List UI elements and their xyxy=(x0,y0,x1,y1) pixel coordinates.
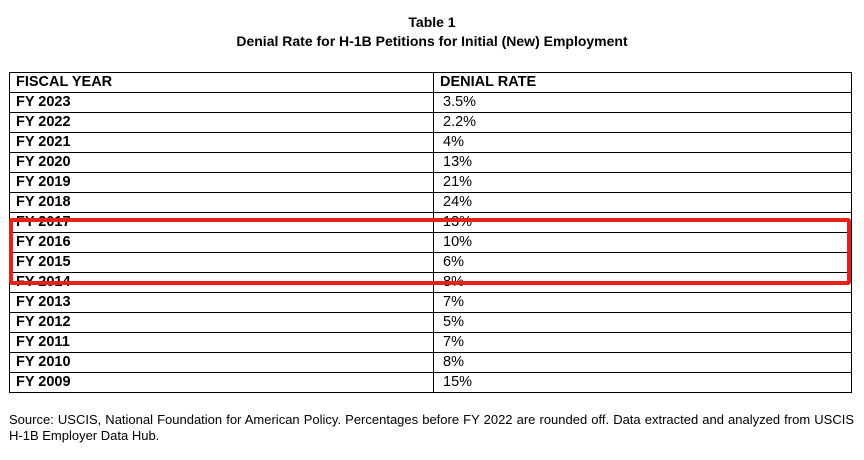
denial-rate-cell: 8% xyxy=(433,352,852,373)
fiscal-year-cell: FY 2023 xyxy=(9,92,434,113)
source-note: Source: USCIS, National Foundation for A… xyxy=(9,412,854,443)
table-row: FY 2009 15% xyxy=(9,372,852,393)
fiscal-year-cell: FY 2015 xyxy=(9,252,434,273)
denial-rate-cell: 21% xyxy=(433,172,852,193)
fiscal-year-cell: FY 2020 xyxy=(9,152,434,173)
denial-rate-cell: 3.5% xyxy=(433,92,852,113)
denial-rate-cell: 13% xyxy=(433,152,852,173)
denial-rate-cell: 5% xyxy=(433,312,852,333)
fiscal-year-cell: FY 2016 xyxy=(9,232,434,253)
header-denial-rate: DENIAL RATE xyxy=(433,72,852,93)
header-fiscal-year: FISCAL YEAR xyxy=(9,72,434,93)
fiscal-year-cell: FY 2012 xyxy=(9,312,434,333)
denial-rate-cell: 24% xyxy=(433,192,852,213)
fiscal-year-cell: FY 2010 xyxy=(9,352,434,373)
table-row: FY 2010 8% xyxy=(9,352,852,373)
fiscal-year-cell: FY 2011 xyxy=(9,332,434,353)
fiscal-year-cell: FY 2019 xyxy=(9,172,434,193)
fiscal-year-cell: FY 2013 xyxy=(9,292,434,313)
denial-rate-table: FISCAL YEAR DENIAL RATE FY 2023 3.5% FY … xyxy=(9,72,852,393)
denial-rate-cell: 15% xyxy=(433,372,852,393)
fiscal-year-cell: FY 2022 xyxy=(9,112,434,133)
table-row: FY 2014 8% xyxy=(9,272,852,293)
fiscal-year-cell: FY 2018 xyxy=(9,192,434,213)
denial-rate-cell: 8% xyxy=(433,272,852,293)
table-row: FY 2017 13% xyxy=(9,212,852,233)
table-row: FY 2015 6% xyxy=(9,252,852,273)
table-row: FY 2016 10% xyxy=(9,232,852,253)
table-row: FY 2011 7% xyxy=(9,332,852,353)
fiscal-year-cell: FY 2009 xyxy=(9,372,434,393)
fiscal-year-cell: FY 2014 xyxy=(9,272,434,293)
denial-rate-table-container: FISCAL YEAR DENIAL RATE FY 2023 3.5% FY … xyxy=(9,72,852,393)
fiscal-year-cell: FY 2017 xyxy=(9,212,434,233)
table-row: FY 2013 7% xyxy=(9,292,852,313)
table-title: Denial Rate for H-1B Petitions for Initi… xyxy=(236,33,628,49)
denial-rate-cell: 6% xyxy=(433,252,852,273)
table-row: FY 2023 3.5% xyxy=(9,92,852,113)
table-row: FY 2019 21% xyxy=(9,172,852,193)
table-row: FY 2020 13% xyxy=(9,152,852,173)
table-title-block: Table 1 Denial Rate for H-1B Petitions f… xyxy=(0,13,864,51)
fiscal-year-cell: FY 2021 xyxy=(9,132,434,153)
table-row: FY 2012 5% xyxy=(9,312,852,333)
denial-rate-cell: 13% xyxy=(433,212,852,233)
denial-rate-cell: 4% xyxy=(433,132,852,153)
table-row: FY 2022 2.2% xyxy=(9,112,852,133)
denial-rate-cell: 7% xyxy=(433,332,852,353)
denial-rate-cell: 2.2% xyxy=(433,112,852,133)
table-row: FY 2018 24% xyxy=(9,192,852,213)
table-row: FY 2021 4% xyxy=(9,132,852,153)
denial-rate-cell: 10% xyxy=(433,232,852,253)
table-header-row: FISCAL YEAR DENIAL RATE xyxy=(9,72,852,93)
denial-rate-cell: 7% xyxy=(433,292,852,313)
table-number: Table 1 xyxy=(408,14,456,30)
